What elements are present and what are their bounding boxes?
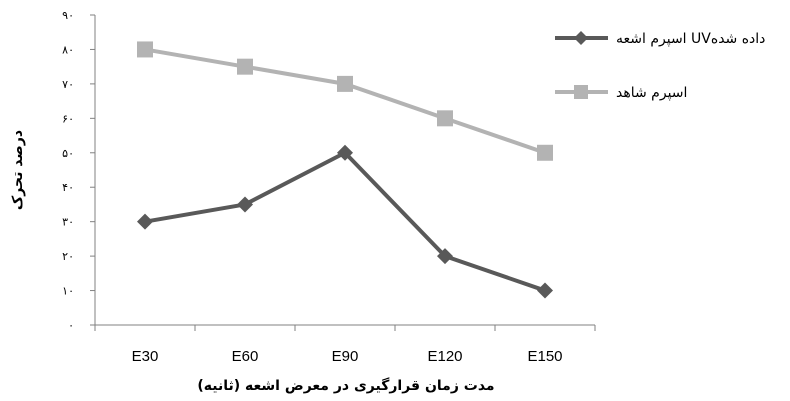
x-tick-label: E120 [427,348,462,365]
y-tick-label: ۲۰ [62,250,74,263]
data-point-diamond [437,248,453,265]
axes: ۰ ۱۰ ۲۰ ۳۰ ۴۰ ۵۰ ۶۰ ۷۰ ۸۰ ۹۰ E30 E60 E90 E120 E150 [62,9,596,365]
legend: اسپرم اشعه UVداده شده اسپرم شاهد [555,31,765,101]
legend-label-control: اسپرم شاهد [616,85,687,101]
series-1 [137,41,553,161]
y-tick-label: ۷۰ [62,78,74,91]
data-point-diamond [337,144,353,161]
data-point-diamond [537,282,553,299]
series-layer [137,41,553,299]
data-point-square [237,58,253,75]
data-point-square [437,110,453,127]
y-axis-title: درصد تحرک [10,130,26,210]
legend-swatch-marker [574,85,588,99]
legend-item-uv-treated: اسپرم اشعه UVداده شده [555,31,765,47]
y-tick-label: ۶۰ [62,112,74,125]
x-tick-label: E60 [232,348,259,365]
legend-label-uv-treated: اسپرم اشعه UVداده شده [616,31,765,47]
x-tick-label: E90 [332,348,359,365]
y-tick-label: ۴۰ [62,181,74,194]
legend-swatch-marker [574,31,588,45]
series-line [144,47,546,155]
series-line [144,150,546,293]
y-tick-label: ۳۰ [62,216,74,229]
y-tick-label: ۵۰ [62,147,74,160]
data-point-square [537,144,553,161]
legend-item-control: اسپرم شاهد [555,85,687,101]
y-tick-label: ۱۰ [62,285,74,298]
y-tick-label: ۹۰ [62,9,74,22]
x-tick-label: E30 [132,348,159,365]
x-tick-label: E150 [527,348,562,365]
data-point-diamond [137,213,153,230]
x-axis-title: مدت زمان قرارگیری در معرض اشعه (ثانیه) [197,377,494,394]
y-tick-label: ۸۰ [62,43,74,56]
data-point-diamond [237,196,253,213]
y-tick-label: ۰ [68,319,74,332]
data-point-square [137,41,153,58]
data-point-square [337,75,353,92]
series-0 [137,144,553,299]
